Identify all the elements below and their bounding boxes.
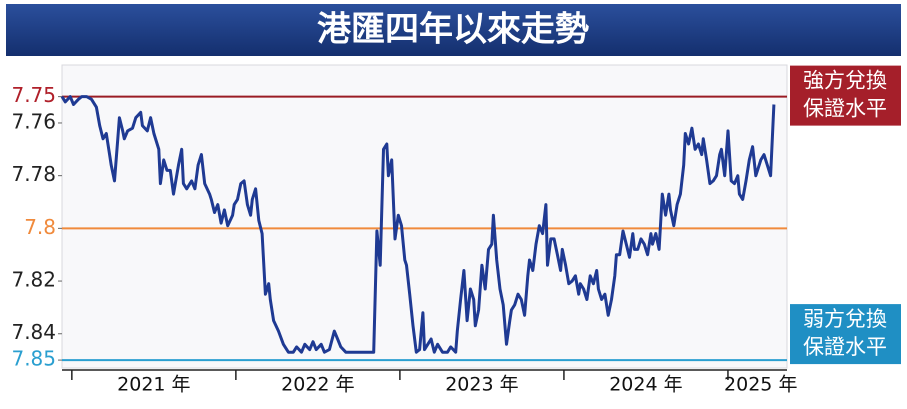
- x-tick-label: 2023 年: [445, 374, 518, 396]
- title-bar: [6, 4, 901, 56]
- data-line: [60, 95, 776, 354]
- x-tick-label: 2022 年: [281, 374, 354, 396]
- y-tick-label: 7.8: [24, 215, 56, 239]
- y-tick-label: 7.82: [11, 268, 56, 292]
- x-tick-label: 2024 年: [609, 374, 682, 396]
- y-tick-label: 7.76: [11, 109, 56, 133]
- annotation-text: 強方兌換: [803, 69, 887, 93]
- x-tick-label: 2025 年: [724, 374, 797, 396]
- annotation-text: 弱方兌換: [803, 307, 887, 331]
- y-tick-label: 7.75: [11, 83, 56, 107]
- annotation-box: [790, 65, 901, 126]
- y-tick-label: 7.84: [11, 320, 56, 344]
- y-tick-label: 7.78: [11, 162, 56, 186]
- annotation-text: 保證水平: [803, 97, 887, 121]
- annotation-text: 保證水平: [803, 335, 887, 359]
- y-tick-label: 7.85: [11, 347, 56, 371]
- annotation-box: [790, 304, 901, 365]
- x-tick-label: 2021 年: [117, 374, 190, 396]
- chart-title: 港匯四年以來走勢: [317, 10, 589, 50]
